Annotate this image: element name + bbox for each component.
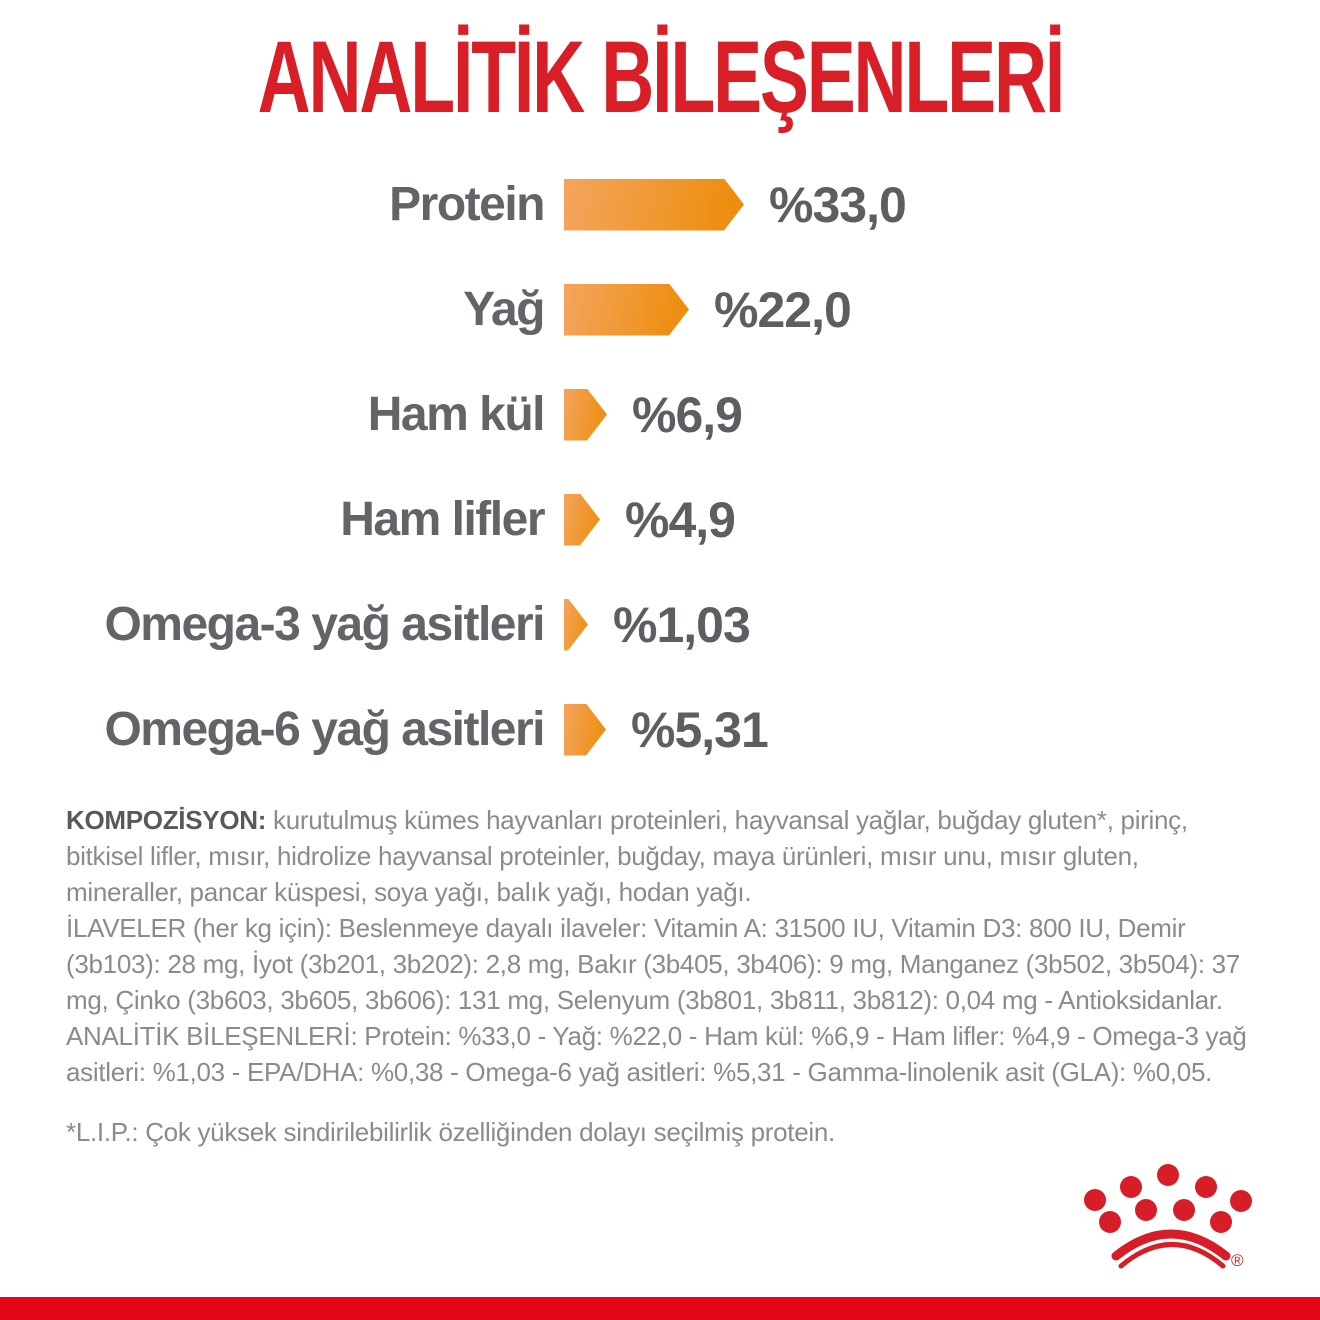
chart-row: Protein %33,0 bbox=[0, 152, 1320, 257]
crown-icon: ® bbox=[1084, 1164, 1252, 1270]
chart-row-label: Omega-6 yağ asitleri bbox=[104, 703, 545, 756]
chart-bar bbox=[564, 179, 744, 231]
label-text-section: KOMPOZİSYON: kurutulmuş kümes hayvanları… bbox=[66, 802, 1254, 1150]
chart-row-label: Ham kül bbox=[367, 388, 546, 441]
chart-row-value: %6,9 bbox=[632, 386, 743, 443]
chart-row-label: Protein bbox=[389, 178, 545, 231]
page-title: ANALİTİK BİLEŞENLERİ bbox=[257, 20, 1065, 134]
chart-bar bbox=[564, 389, 607, 441]
chart-bar bbox=[564, 494, 600, 546]
composition-label: KOMPOZİSYON: bbox=[66, 805, 267, 835]
chart-bar bbox=[564, 704, 606, 756]
chart-row: Omega-3 yağ asitleri %1,03 bbox=[0, 572, 1320, 677]
registered-trademark-glyph: ® bbox=[1231, 1251, 1244, 1270]
chart-row: Ham lifler %4,9 bbox=[0, 467, 1320, 572]
royal-canin-crown-logo: ® bbox=[1083, 1162, 1269, 1274]
chart-row-value: %1,03 bbox=[613, 596, 751, 653]
lip-note-paragraph: *L.I.P.: Çok yüksek sindirilebilirlik öz… bbox=[66, 1117, 835, 1147]
chart-row-value: %5,31 bbox=[631, 701, 769, 758]
chart-row-value: %22,0 bbox=[714, 281, 852, 338]
chart-row-value: %33,0 bbox=[769, 176, 907, 233]
bottom-red-strip bbox=[0, 1297, 1320, 1320]
chart-row-value: %4,9 bbox=[625, 491, 736, 548]
chart-row-label: Yağ bbox=[463, 283, 545, 336]
chart-row-label: Ham lifler bbox=[340, 493, 545, 546]
chart-row: Ham kül %6,9 bbox=[0, 362, 1320, 467]
title-container: ANALİTİK BİLEŞENLERİ bbox=[0, 0, 1320, 128]
chart-bar bbox=[564, 284, 689, 336]
composition-body: kurutulmuş kümes hayvanları proteinleri,… bbox=[66, 805, 1188, 907]
chart-bar bbox=[564, 599, 588, 651]
chart-row-label: Omega-3 yağ asitleri bbox=[104, 598, 545, 651]
chart-row: Omega-6 yağ asitleri %5,31 bbox=[0, 677, 1320, 782]
additives-paragraph: İLAVELER (her kg için): Beslenmeye dayal… bbox=[66, 913, 1240, 1015]
chart-row: Yağ %22,0 bbox=[0, 257, 1320, 362]
composition-paragraph: KOMPOZİSYON: kurutulmuş kümes hayvanları… bbox=[66, 802, 1254, 910]
analytical-paragraph: ANALİTİK BİLEŞENLERİ: Protein: %33,0 - Y… bbox=[66, 1021, 1247, 1087]
analytical-chart: Protein %33,0 Yağ %22,0 Ham kül %6,9 Ham lifle… bbox=[0, 152, 1320, 782]
